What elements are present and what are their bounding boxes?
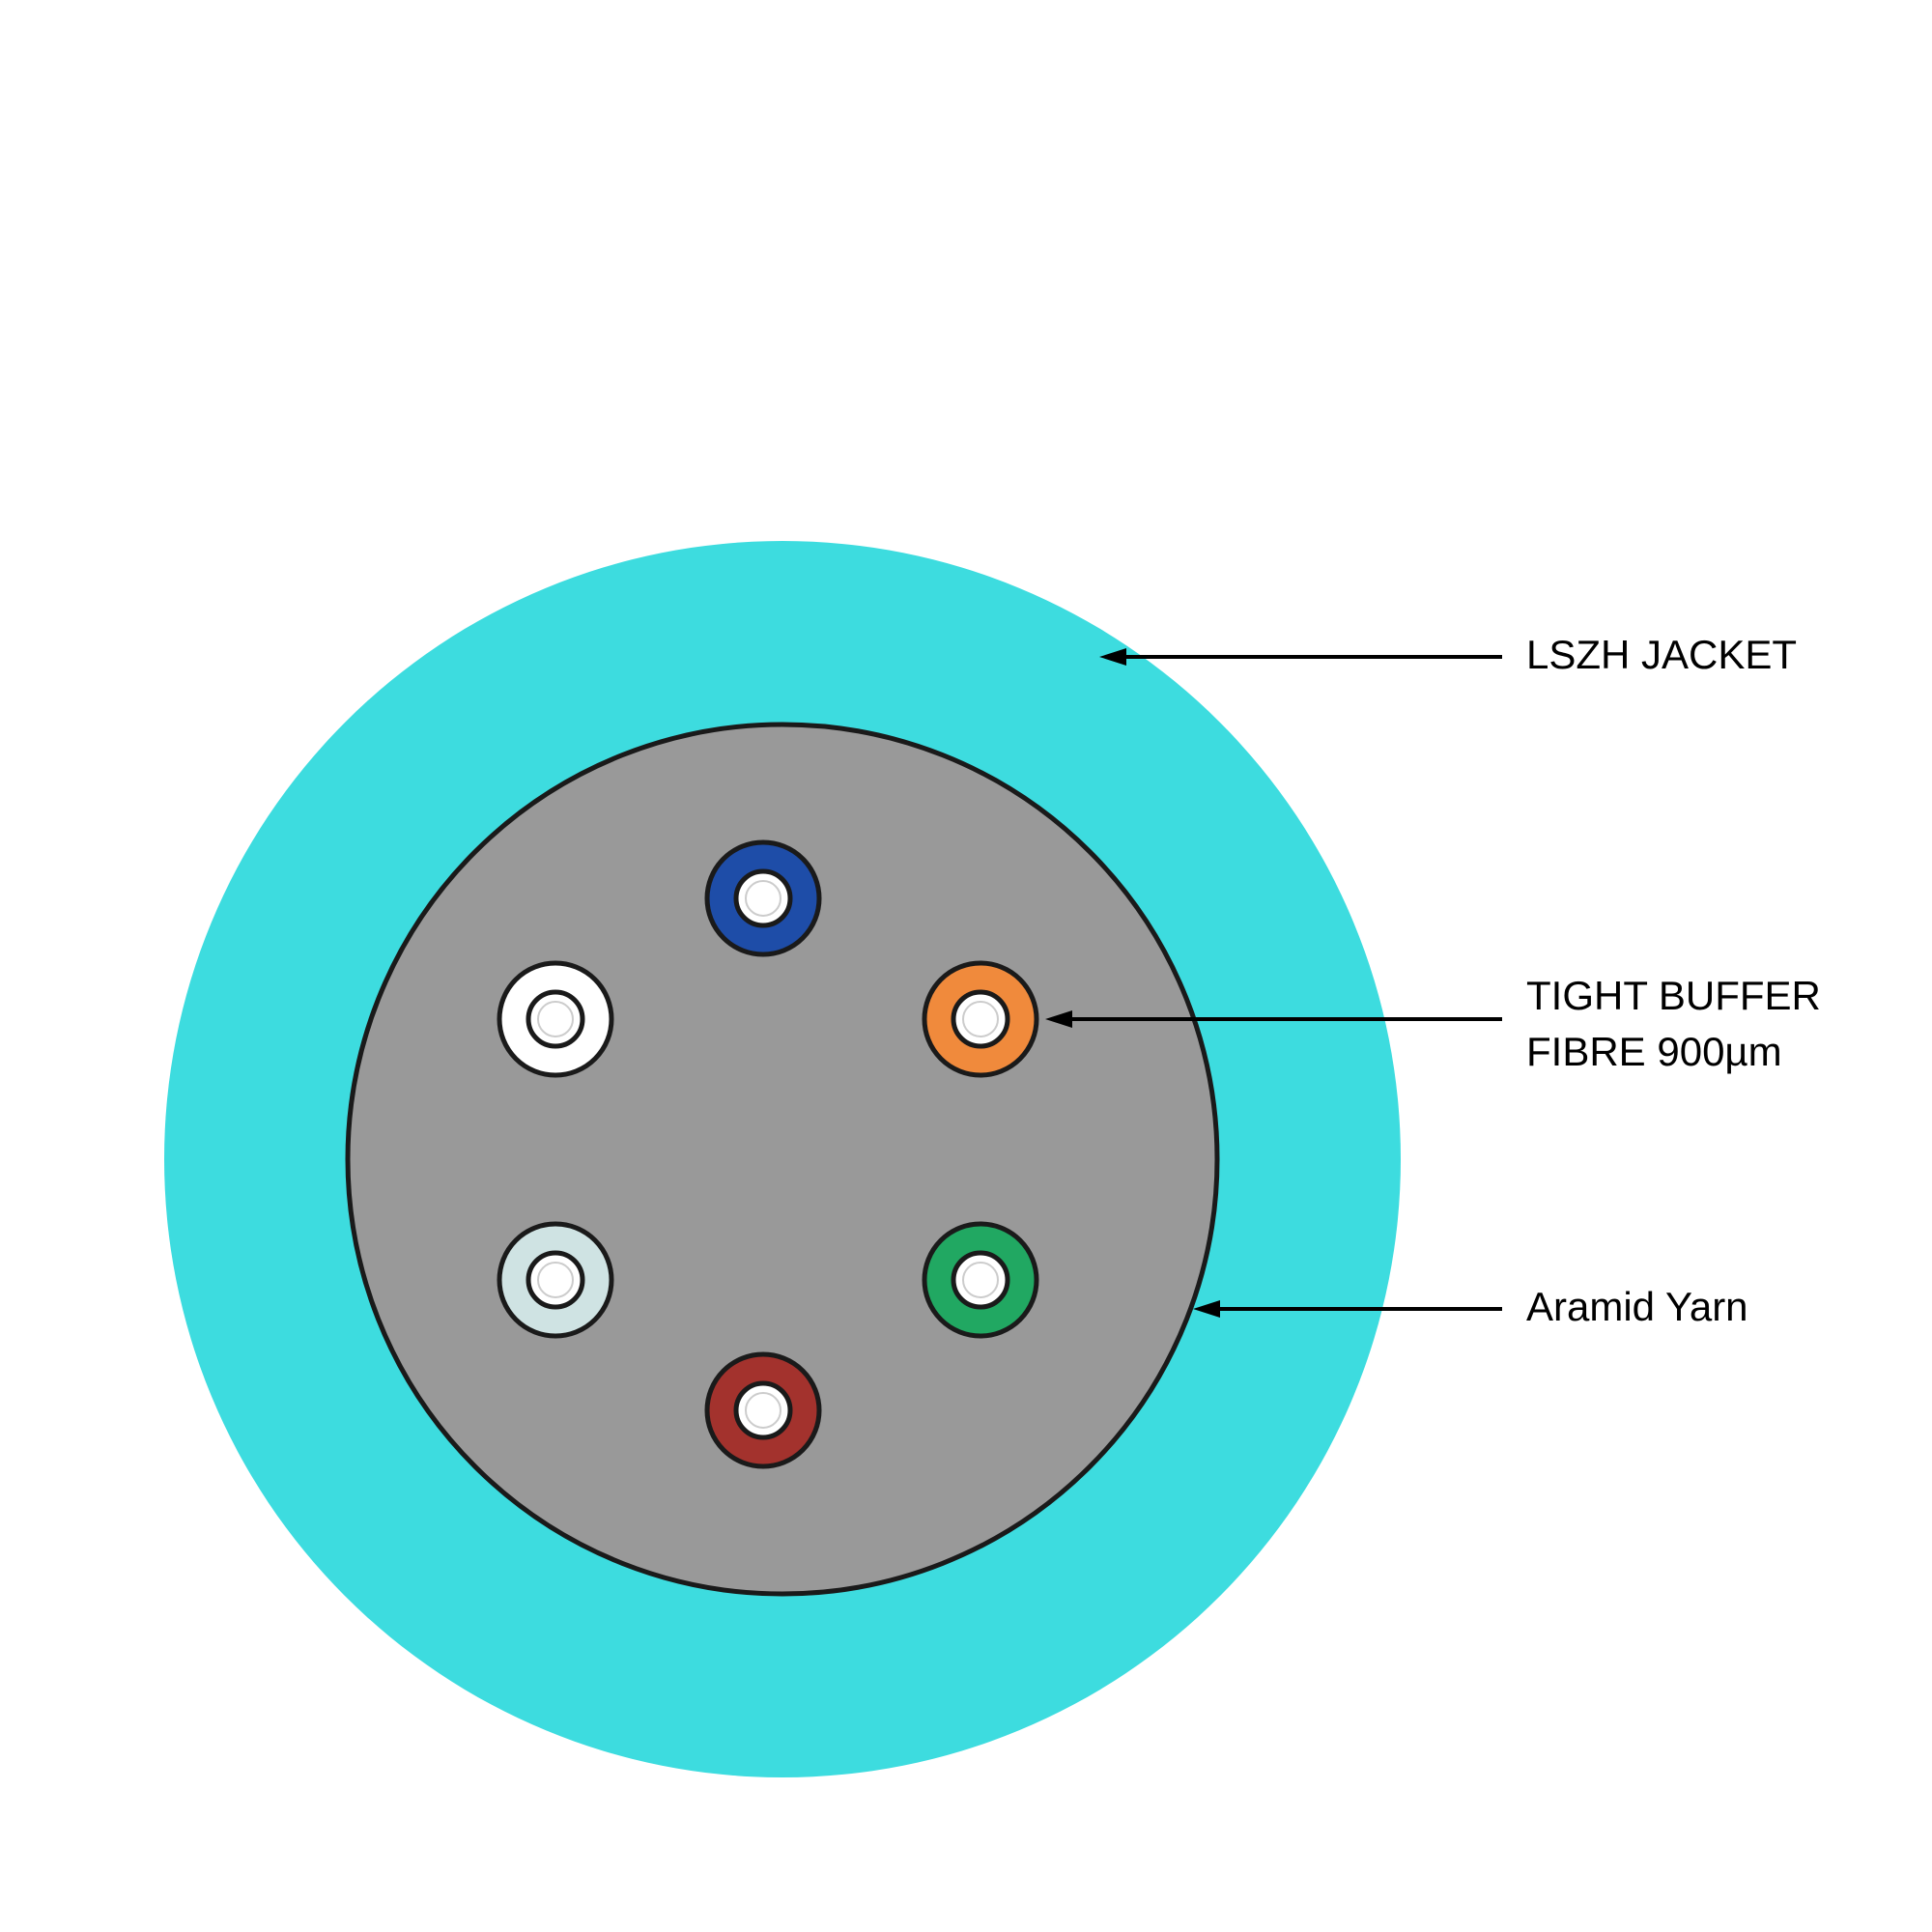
fiber-4	[499, 1224, 611, 1336]
fiber-5	[499, 963, 611, 1075]
cable-cross-section-diagram: LSZH JACKET TIGHT BUFFER FIBRE 900µm Aramid…	[0, 0, 1932, 1932]
fiber-2	[924, 1224, 1037, 1336]
annotation-label: FIBRE 900µm	[1526, 1029, 1782, 1074]
annotation-label: LSZH JACKET	[1526, 632, 1797, 677]
fiber-0	[707, 842, 819, 954]
fiber-3	[707, 1354, 819, 1466]
annotation-lszh-jacket: LSZH JACKET	[1099, 632, 1797, 677]
annotation-label: TIGHT BUFFER	[1526, 973, 1821, 1018]
fiber-1	[924, 963, 1037, 1075]
annotation-label: Aramid Yarn	[1526, 1284, 1748, 1329]
